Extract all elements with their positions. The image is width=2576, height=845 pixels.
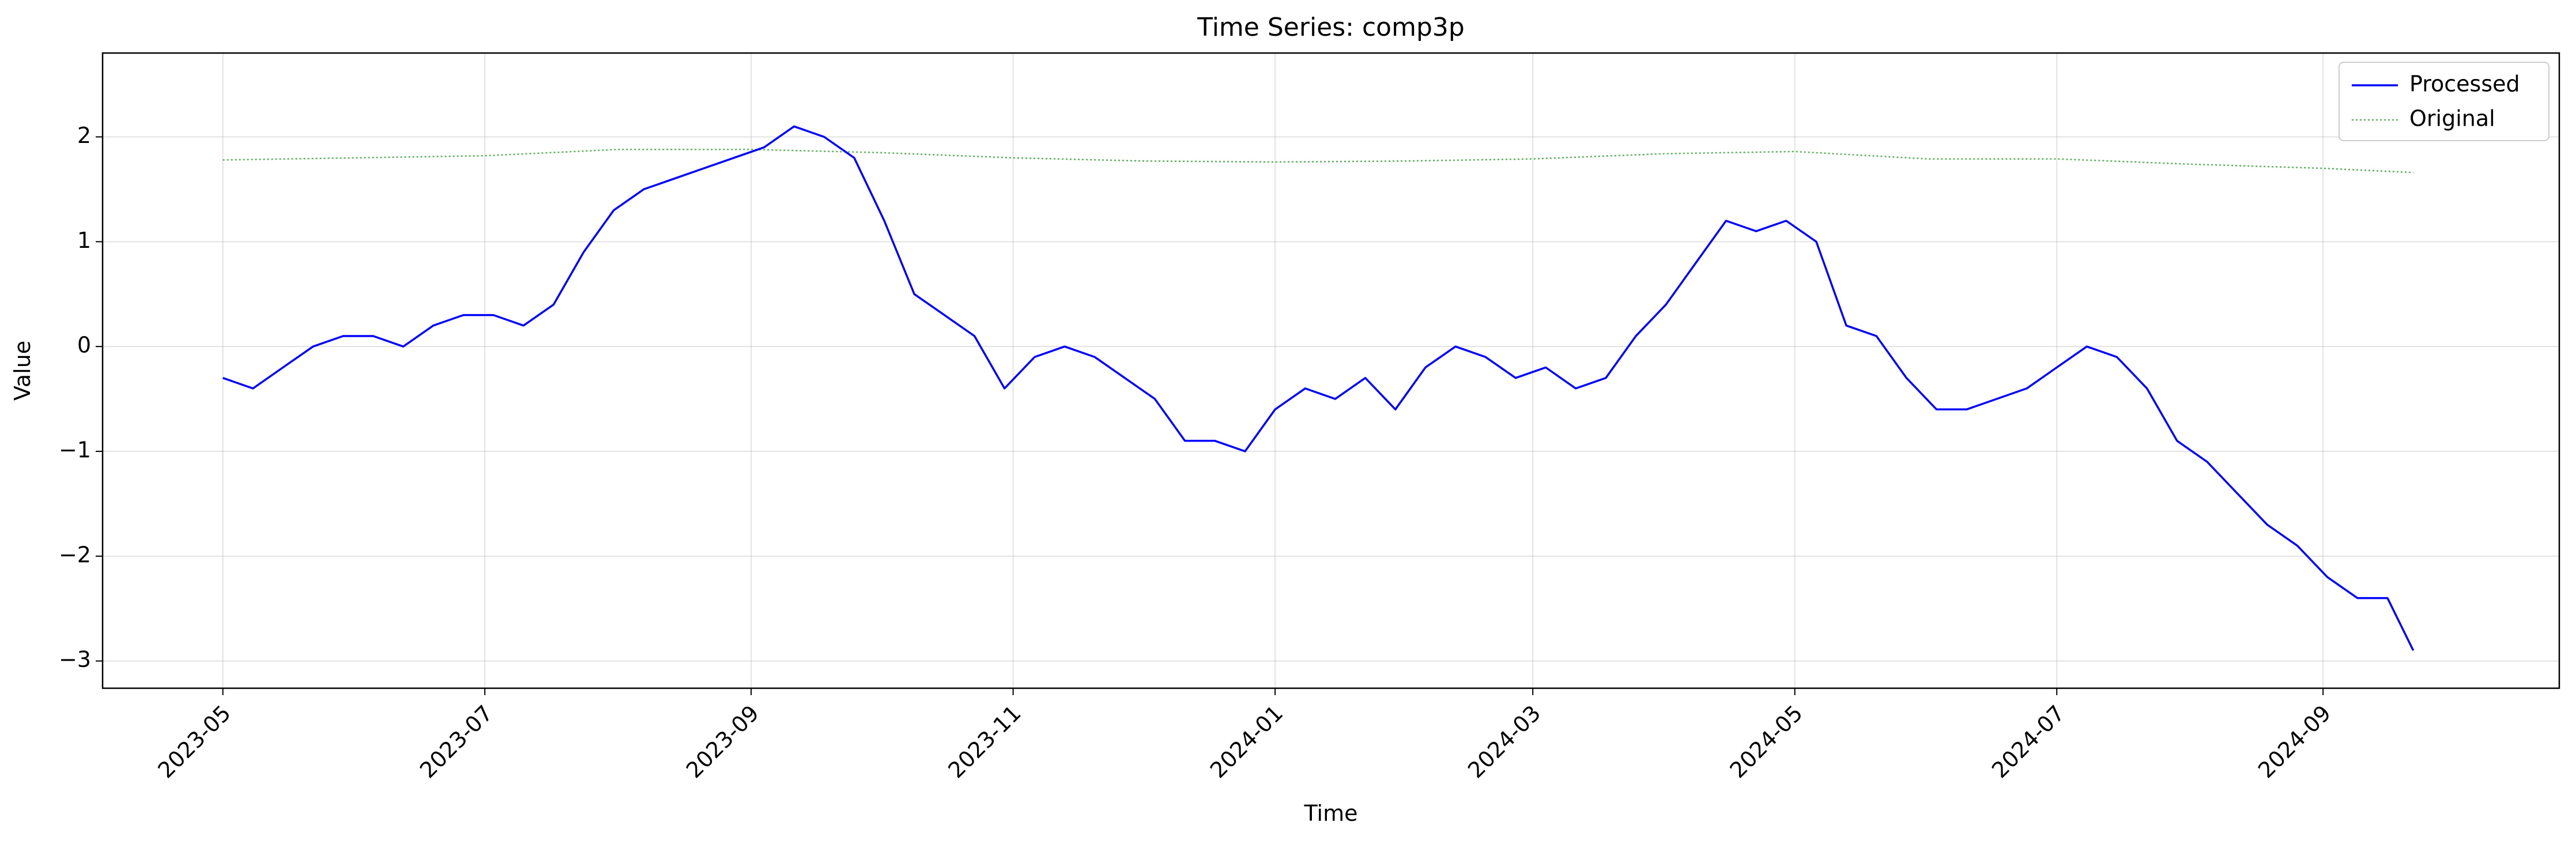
series-layer (222, 125, 2415, 651)
x-axis-label: Time (1304, 801, 1358, 826)
grid (103, 53, 2559, 688)
series-line-original (222, 149, 2413, 173)
y-tick-label: −3 (59, 647, 91, 672)
legend-label-processed: Processed (2409, 71, 2520, 97)
legend-label-original: Original (2409, 106, 2495, 131)
chart-title: Time Series: comp3p (1197, 13, 1465, 42)
y-tick-label: −1 (59, 437, 91, 463)
series-line-processed (222, 125, 2415, 651)
legend: Processed Original (2339, 62, 2549, 141)
y-tick-label: −2 (59, 542, 91, 567)
y-tick-label: 0 (77, 333, 91, 358)
y-axis-label: Value (10, 341, 35, 401)
y-tick-label: 2 (77, 123, 91, 148)
axes-frame (101, 52, 2560, 689)
y-tick-label: 1 (77, 228, 91, 253)
legend-box (2339, 62, 2549, 141)
